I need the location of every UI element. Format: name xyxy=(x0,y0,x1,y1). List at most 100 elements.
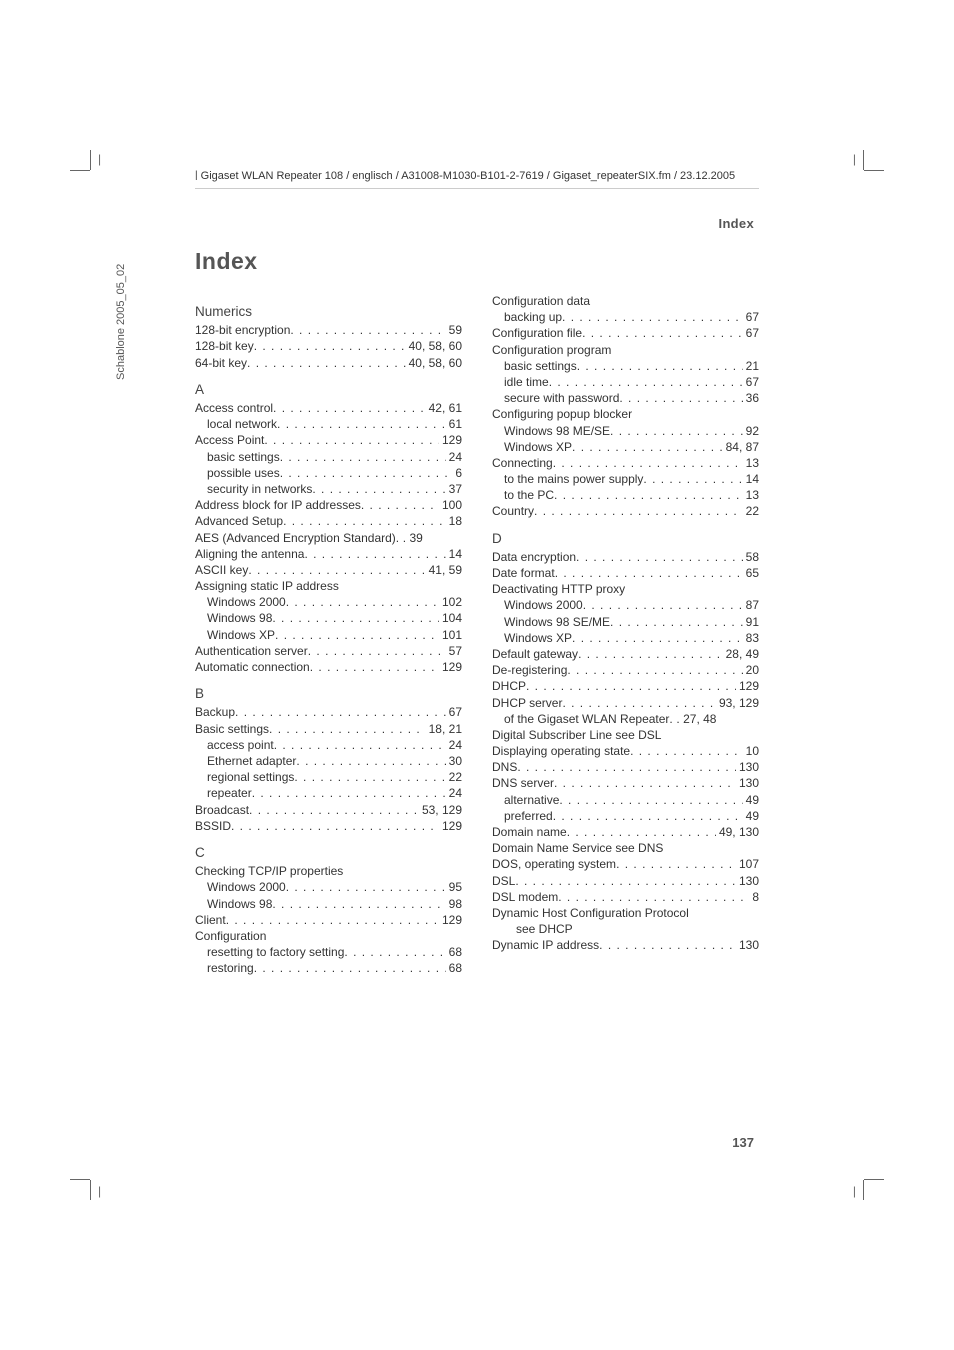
index-entry: Authentication server57 xyxy=(195,643,462,659)
index-entry-label: basic settings xyxy=(207,449,280,465)
index-entry: Ethernet adapter30 xyxy=(195,753,462,769)
leader-dots xyxy=(247,355,406,371)
index-entry: Broadcast53, 129 xyxy=(195,802,462,818)
index-entry-label: Windows 98 xyxy=(207,610,272,626)
index-entry: possible uses6 xyxy=(195,465,462,481)
leader-dots xyxy=(254,338,406,354)
index-entry: Deactivating HTTP proxy xyxy=(492,581,759,597)
index-entry-pages: 93, 129 xyxy=(716,695,759,711)
index-entry-label: Digital Subscriber Line see DSL xyxy=(492,727,661,743)
index-entry-label: Broadcast xyxy=(195,802,249,818)
leader-dots xyxy=(249,802,419,818)
index-entry: DOS, operating system 107 xyxy=(492,856,759,872)
leader-dots xyxy=(312,481,445,497)
leader-dots xyxy=(361,497,439,513)
index-entry-pages: 30 xyxy=(446,753,462,769)
index-entry: Domain name 49, 130 xyxy=(492,824,759,840)
index-entry-pages: 14 xyxy=(446,546,462,562)
index-entry: Displaying operating state10 xyxy=(492,743,759,759)
leader-dots xyxy=(599,937,736,953)
index-entry-label: Basic settings xyxy=(195,721,269,737)
leader-dots xyxy=(526,678,736,694)
index-entry-pages: 49, 130 xyxy=(716,824,759,840)
index-entry-label: Advanced Setup xyxy=(195,513,283,529)
index-section-letter: Numerics xyxy=(195,303,462,321)
index-entry: DHCP129 xyxy=(492,678,759,694)
leader-dots xyxy=(554,775,736,791)
index-entry: DNS130 xyxy=(492,759,759,775)
index-entry: secure with password36 xyxy=(492,390,759,406)
leader-dots xyxy=(283,513,446,529)
index-entry-pages: 24 xyxy=(446,449,462,465)
index-entry: Client129 xyxy=(195,912,462,928)
index-entry-pages: 101 xyxy=(439,627,462,643)
index-entry: Advanced Setup18 xyxy=(195,513,462,529)
index-entry: regional settings22 xyxy=(195,769,462,785)
index-entry-pages: 83 xyxy=(743,630,759,646)
index-entry-pages: 98 xyxy=(446,896,462,912)
index-entry-label: Configuration file xyxy=(492,325,582,341)
index-entry: of the Gigaset WLAN Repeater . 27, 48 xyxy=(492,711,759,727)
leader-dots xyxy=(248,562,425,578)
index-entry-pages: 24 xyxy=(446,785,462,801)
index-entry-pages: 13 xyxy=(743,487,759,503)
leader-dots xyxy=(559,792,742,808)
leader-dots xyxy=(567,662,742,678)
index-entry: Configuration file 67 xyxy=(492,325,759,341)
index-entry: basic settings 24 xyxy=(195,449,462,465)
index-entry-pages: 67 xyxy=(743,309,759,325)
leader-dots xyxy=(272,896,445,912)
index-entry-pages: 22 xyxy=(743,503,759,519)
index-entry-label: Domain name xyxy=(492,824,567,840)
index-entry-pages: 67 xyxy=(743,374,759,390)
index-entry: Configuration xyxy=(195,928,462,944)
index-entry: Windows 200095 xyxy=(195,879,462,895)
index-entry: Date format65 xyxy=(492,565,759,581)
index-entry: backing up67 xyxy=(492,309,759,325)
index-entry: Checking TCP/IP properties xyxy=(195,863,462,879)
leader-dots xyxy=(254,960,446,976)
index-entry-pages: 22 xyxy=(446,769,462,785)
index-entry-pages: 41, 59 xyxy=(426,562,462,578)
leader-dots xyxy=(572,439,723,455)
leader-dots xyxy=(231,818,439,834)
leader-dots xyxy=(252,785,446,801)
index-entry-label: basic settings xyxy=(504,358,577,374)
leader-dots xyxy=(630,743,743,759)
index-entry: Backup67 xyxy=(195,704,462,720)
leader-dots xyxy=(275,627,439,643)
index-entry-label: Data encryption xyxy=(492,549,576,565)
leader-dots xyxy=(308,643,446,659)
leader-dots xyxy=(582,325,743,341)
index-entry-label: DSL modem xyxy=(492,889,558,905)
index-entry: Basic settings18, 21 xyxy=(195,721,462,737)
index-entry-label: Country xyxy=(492,503,534,519)
index-entry-label: Address block for IP addresses xyxy=(195,497,361,513)
index-entry-label: idle time xyxy=(504,374,549,390)
index-entry-label: Access control xyxy=(195,400,273,416)
leader-dots xyxy=(583,597,743,613)
index-entry: Digital Subscriber Line see DSL xyxy=(492,727,759,743)
header-path: | Gigaset WLAN Repeater 108 / englisch /… xyxy=(195,170,759,189)
leader-dots xyxy=(610,614,743,630)
leader-dots xyxy=(272,610,439,626)
index-entry: BSSID129 xyxy=(195,818,462,834)
leader-dots xyxy=(616,856,736,872)
index-entry-label: Displaying operating state xyxy=(492,743,630,759)
index-entry-label: DNS server xyxy=(492,775,554,791)
index-entry-pages: 68 xyxy=(446,944,462,960)
index-entry-label: DOS, operating system xyxy=(492,856,616,872)
index-entry-pages: 61 xyxy=(446,416,462,432)
leader-dots xyxy=(643,471,742,487)
index-entry-label: Automatic connection xyxy=(195,659,310,675)
index-entry: 64-bit key40, 58, 60 xyxy=(195,355,462,371)
index-entry-pages: 67 xyxy=(743,325,759,341)
leader-dots xyxy=(517,759,736,775)
index-entry-label: security in networks xyxy=(207,481,312,497)
index-entry-pages: 107 xyxy=(736,856,759,872)
index-entry-label: DHCP xyxy=(492,678,526,694)
index-entry-pages: 42, 61 xyxy=(426,400,462,416)
index-entry: access point24 xyxy=(195,737,462,753)
index-entry: idle time 67 xyxy=(492,374,759,390)
index-column-right: Configuration databacking up67Configurat… xyxy=(492,293,759,976)
